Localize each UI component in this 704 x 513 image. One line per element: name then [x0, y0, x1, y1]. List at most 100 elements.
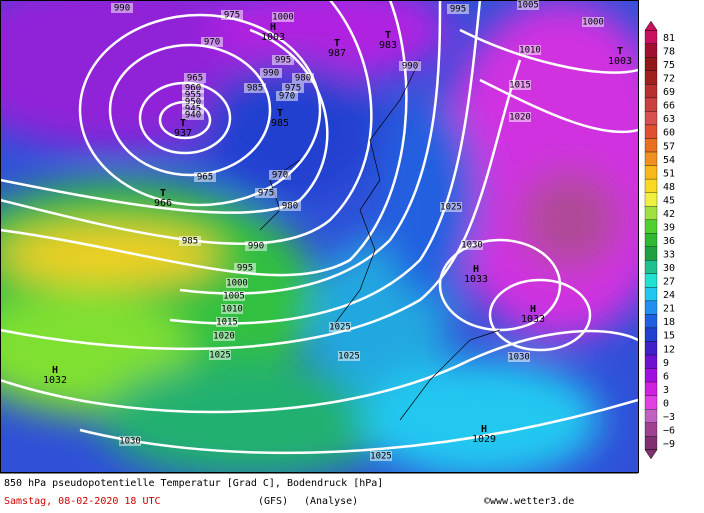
colorbar-cell	[644, 84, 658, 99]
center-symbol: T	[385, 30, 391, 41]
center-value: 937	[174, 128, 192, 139]
isobar-label-bg	[509, 80, 531, 90]
isobar-label-bg	[213, 331, 235, 341]
isobar-label: 970	[279, 92, 295, 102]
center-value: 1003	[608, 56, 632, 67]
isobar-label: 1000	[272, 13, 294, 23]
center-value: 987	[328, 48, 346, 59]
isobar-label: 980	[295, 74, 311, 84]
colorbar-cell	[644, 165, 658, 180]
isobar-label-bg	[179, 236, 201, 246]
isobar-label: 990	[248, 242, 264, 252]
center-value: 1003	[261, 32, 285, 43]
colorbar-label: 78	[663, 47, 675, 58]
center-value: 1029	[472, 434, 496, 445]
colorbar-label: 30	[663, 263, 675, 274]
isobar-label-bg	[255, 188, 277, 198]
colorbar-label: 3	[663, 385, 669, 396]
isobar-label: 980	[282, 202, 298, 212]
center-value: 1033	[464, 274, 488, 285]
colorbar-cell	[644, 219, 658, 234]
colorbar-label: 54	[663, 155, 675, 166]
isobar-label: 970	[204, 38, 220, 48]
isobar-label: 975	[258, 189, 274, 199]
isobar-label-bg	[269, 170, 291, 180]
isobar-label: 1005	[223, 292, 245, 302]
isobar-label: 970	[272, 171, 288, 181]
isobar-label: 955	[185, 91, 201, 101]
footer-date: Samstag, 08-02-2020 18 UTC	[4, 496, 161, 507]
isobar-label: 1020	[213, 332, 235, 342]
colorbar-cell	[644, 327, 658, 342]
colorbar-cell	[644, 300, 658, 315]
isobar-label: 940	[185, 111, 201, 121]
isobar-label-bg	[184, 73, 206, 83]
isobar-label-bg	[221, 10, 243, 20]
center-symbol: H	[52, 365, 58, 376]
colorbar-label: 39	[663, 222, 675, 233]
isobar-label-bg	[182, 83, 204, 93]
isobar-label-bg	[272, 12, 294, 22]
colorbar-label: 75	[663, 60, 675, 71]
isobar-label-bg	[279, 201, 301, 211]
isobar-label-bg	[370, 451, 392, 461]
colorbar-cell	[644, 206, 658, 220]
center-symbol: T	[160, 188, 166, 199]
colorbar-label: 9	[663, 358, 669, 369]
isobar-label: 1030	[461, 241, 483, 251]
isobar-label-bg	[201, 37, 223, 47]
colorbar-cell	[644, 287, 658, 302]
isobar-label-bg	[508, 352, 530, 362]
colorbar-cell	[644, 409, 658, 423]
colorbar-label: 42	[663, 209, 675, 220]
colorbar-cell	[644, 368, 658, 383]
isobar-label-bg	[461, 240, 483, 250]
colorbar-cell	[644, 422, 658, 437]
isobar-label-bg	[292, 73, 314, 83]
colorbar-cell	[644, 246, 658, 261]
colorbar-cell	[644, 124, 658, 139]
center-value: 966	[154, 198, 172, 209]
isobar-label: 965	[187, 74, 203, 84]
colorbar-cell	[644, 138, 658, 153]
colorbar-cell	[644, 233, 658, 247]
colorbar-cell	[644, 314, 658, 329]
pressure-centers: T937T966H1003T987T983T985T1003H1033H1033…	[43, 22, 632, 445]
isobar-label: 1000	[226, 279, 248, 289]
isobar-label: 1005	[517, 1, 539, 11]
center-value: 1033	[521, 314, 545, 325]
isobar-label-bg	[182, 97, 204, 107]
isobar-label-bg	[260, 68, 282, 78]
isobar-label: 975	[224, 11, 240, 21]
isobar-label-bg	[282, 83, 304, 93]
colorbar-cell	[644, 436, 658, 450]
isobar-label: 995	[237, 264, 253, 274]
center-symbol: H	[530, 304, 536, 315]
isobar-label-bg	[194, 172, 216, 182]
isobar-label-bg	[182, 90, 204, 100]
isobar-label: 1010	[221, 305, 243, 315]
center-symbol: T	[277, 108, 283, 119]
isobar-label: 975	[285, 84, 301, 94]
isobar-label-bg	[226, 278, 248, 288]
isobar-label-bg	[209, 350, 231, 360]
isobar-label: 990	[402, 62, 418, 72]
isobar-label-bg	[582, 17, 604, 27]
colorbar-label: 24	[663, 290, 675, 301]
isobar-label: 1020	[509, 113, 531, 123]
isobar-label: 995	[275, 56, 291, 66]
center-symbol: H	[270, 22, 276, 33]
center-symbol: T	[334, 38, 340, 49]
colorbar-cell	[644, 381, 658, 396]
isobar-label-bg	[440, 202, 462, 212]
center-symbol: H	[481, 424, 487, 435]
isobar-label: 965	[197, 173, 213, 183]
colorbar-label: 21	[663, 304, 675, 315]
colorbar-label: 45	[663, 195, 675, 206]
isobar-label-bg	[182, 110, 204, 120]
colorbar-label: 15	[663, 331, 675, 342]
colorbar-label: 12	[663, 344, 675, 355]
center-value: 1032	[43, 375, 67, 386]
center-symbol: T	[617, 46, 623, 57]
